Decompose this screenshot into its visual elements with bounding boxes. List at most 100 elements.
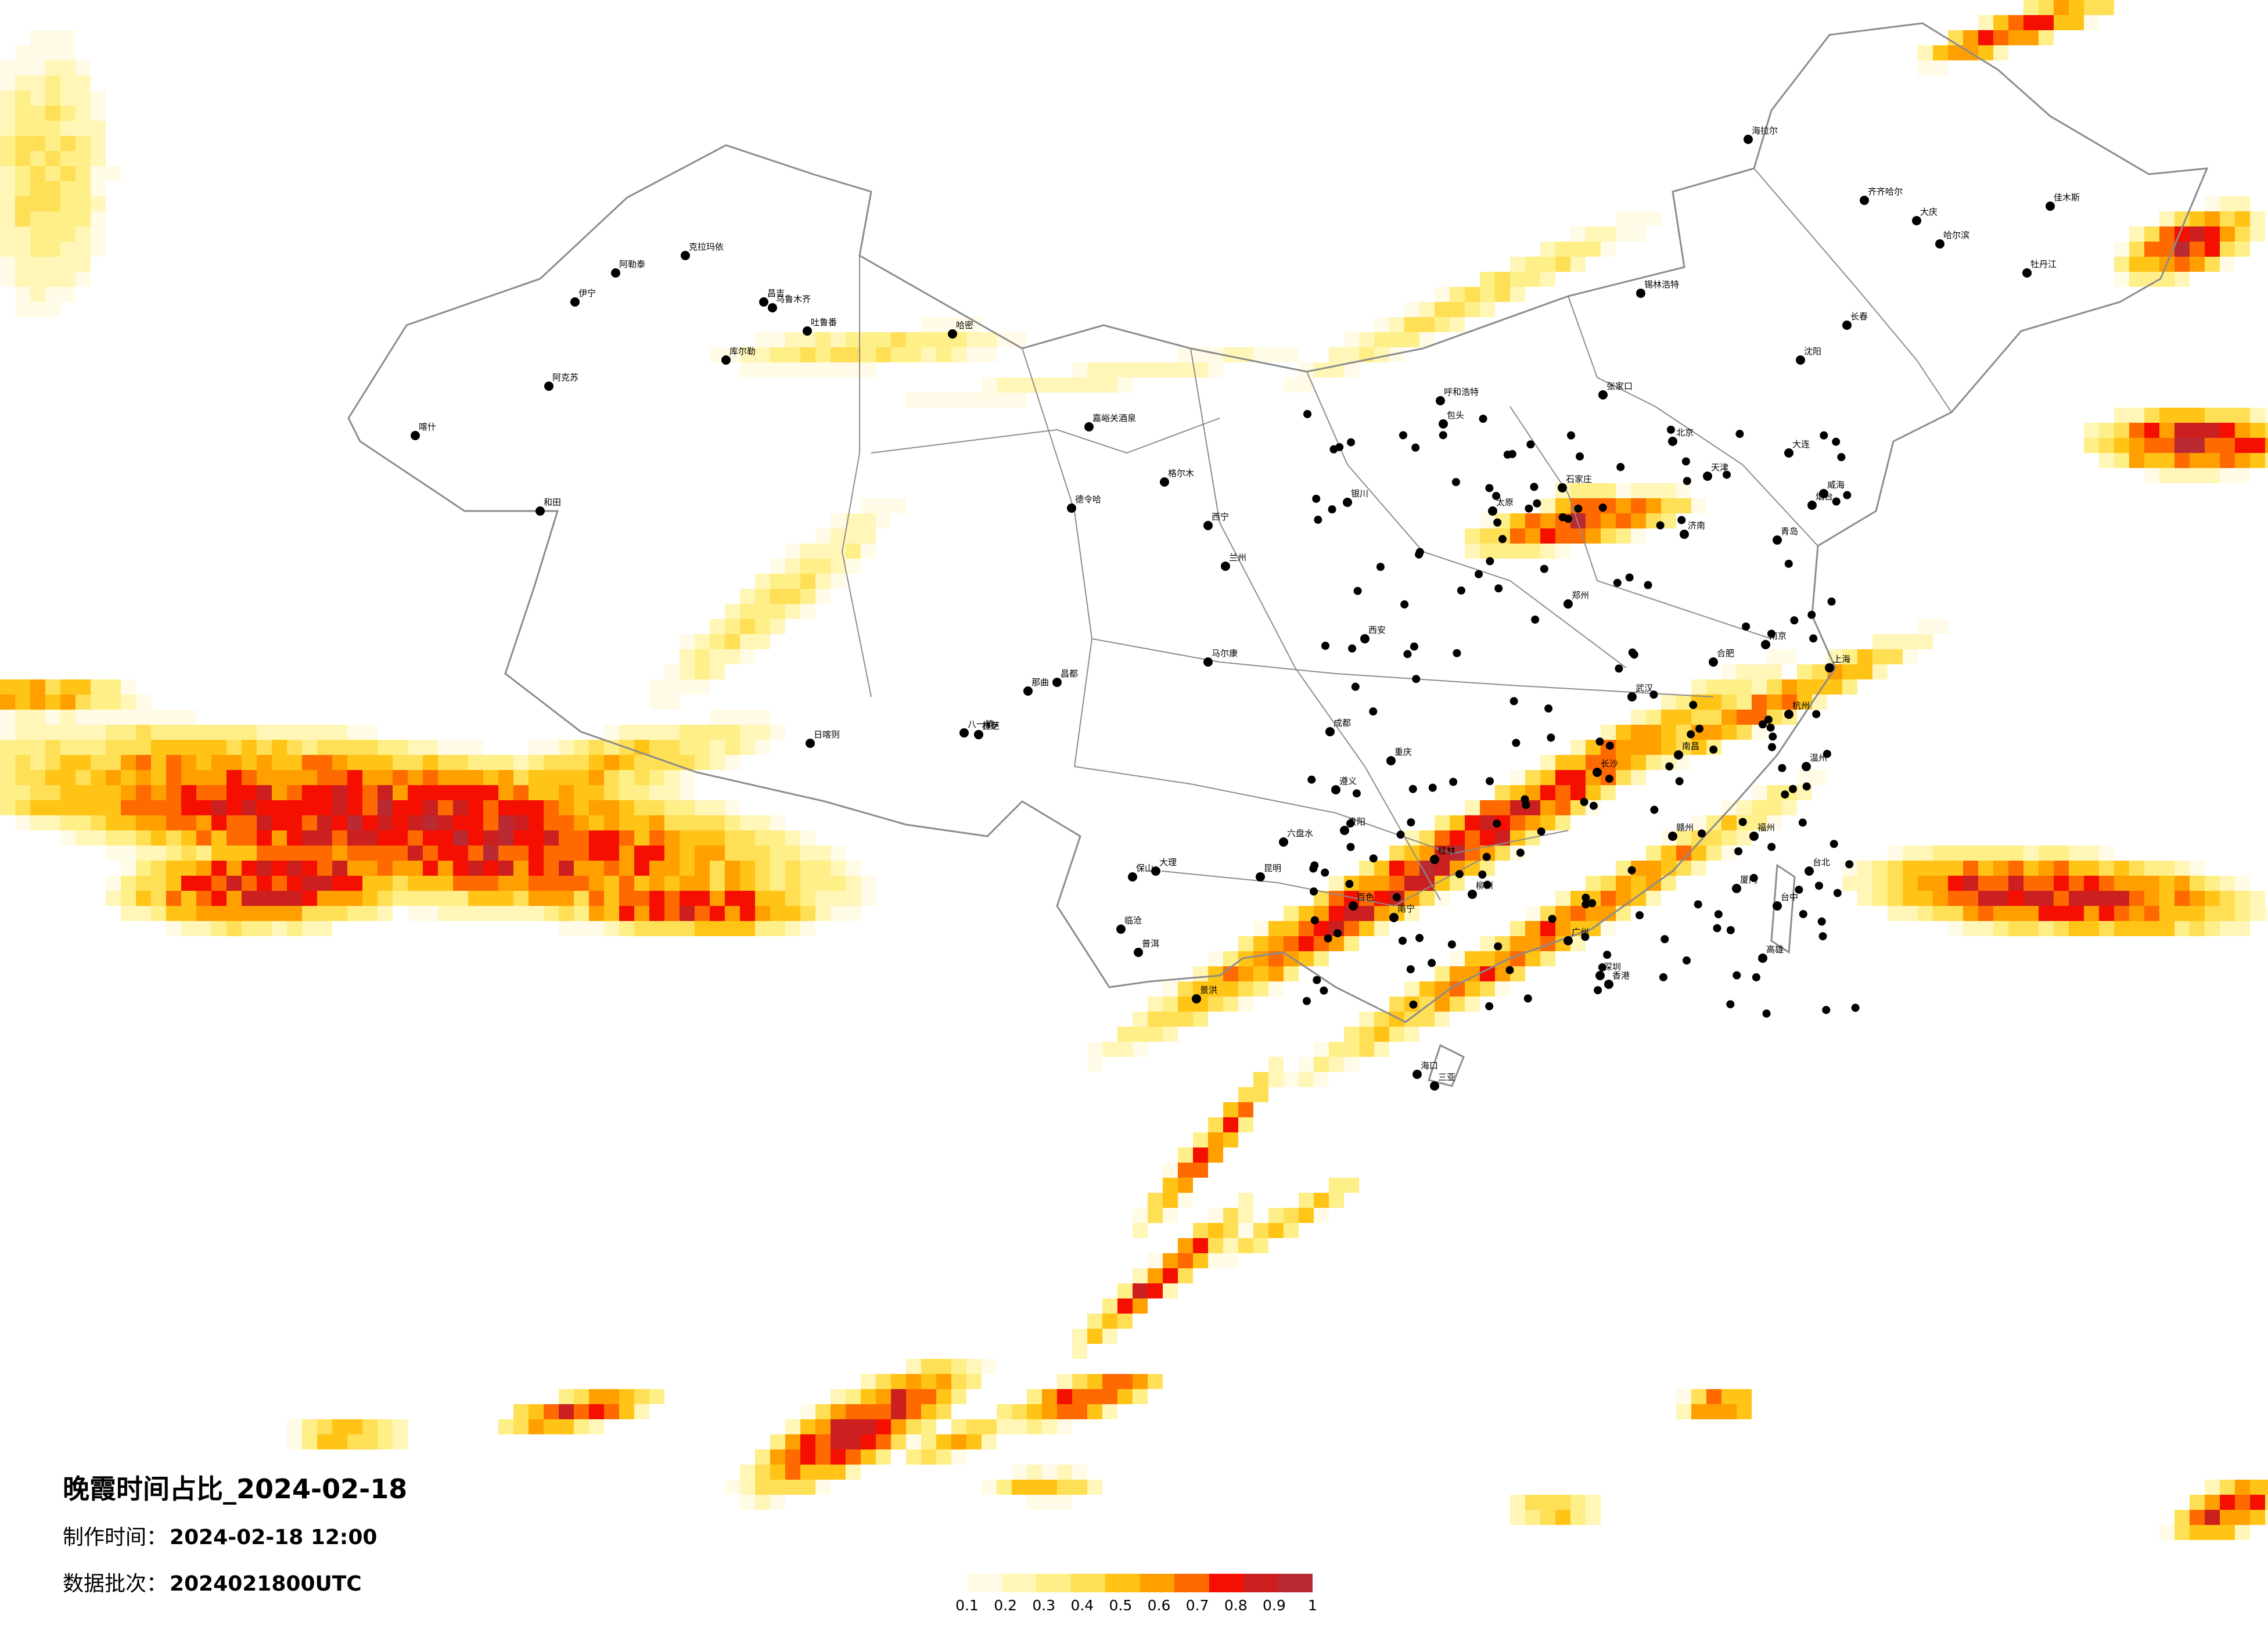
city-dot	[1310, 887, 1318, 896]
city-dot	[1347, 438, 1356, 447]
city-dot	[1805, 866, 1814, 876]
legend-swatch	[1070, 1574, 1105, 1592]
data-batch-label: 数据批次：	[63, 1572, 168, 1596]
city-marker: 昆明	[1256, 863, 1281, 882]
city-dot	[1683, 956, 1691, 965]
city-label: 和田	[544, 497, 561, 508]
city-dot	[1369, 854, 1378, 863]
city-dot	[1627, 866, 1636, 875]
legend-tick-label: 0.9	[1262, 1597, 1286, 1614]
made-time: 制作时间： 2024-02-18 12:00	[63, 1520, 377, 1551]
city-dot	[1439, 431, 1447, 440]
city-dot	[1409, 1000, 1418, 1009]
city-dot	[1314, 516, 1322, 524]
city-dot	[1353, 587, 1362, 595]
city-dot	[1345, 880, 1354, 888]
city-dot	[1698, 829, 1706, 838]
city-dot	[2022, 268, 2032, 278]
city-dot	[1752, 973, 1760, 981]
city-dot	[1310, 916, 1319, 924]
city-marker: 昌吉	[759, 288, 785, 307]
city-dot	[1784, 448, 1793, 458]
city-dot	[1067, 503, 1076, 513]
city-dot	[1649, 690, 1658, 699]
city-label: 阿勒泰	[619, 259, 645, 269]
city-label: 张家口	[1606, 381, 1633, 391]
city-marker: 大理	[1151, 857, 1177, 876]
made-time-value: 2024-02-18 12:00	[170, 1526, 378, 1549]
city-marker: 哈尔滨	[1935, 230, 1969, 249]
legend-swatch	[1174, 1574, 1209, 1592]
city-dot	[411, 431, 420, 440]
city-dot	[1733, 971, 1741, 980]
city-marker: 阿克苏	[544, 372, 578, 391]
city-label: 高雄	[1766, 944, 1784, 955]
city-dot	[1582, 900, 1590, 909]
province-borders	[347, 22, 2209, 1087]
city-dot	[1820, 431, 1828, 440]
city-dot	[759, 297, 768, 307]
city-dot	[1603, 951, 1612, 959]
city-dot	[1851, 1003, 1860, 1012]
city-label: 库尔勒	[729, 346, 756, 357]
city-dot	[1675, 777, 1684, 786]
city-dot	[1768, 743, 1777, 751]
city-dot	[959, 728, 969, 738]
city-dot	[1680, 530, 1689, 539]
city-dot	[1773, 535, 1782, 545]
city-dot	[1703, 472, 1712, 481]
city-label: 遵义	[1339, 776, 1357, 786]
city-label: 拉萨	[982, 721, 1000, 731]
city-label: 石家庄	[1566, 474, 1592, 484]
city-label: 锡林浩特	[1644, 279, 1679, 290]
city-label: 包头	[1447, 410, 1464, 420]
city-label: 大理	[1159, 857, 1177, 868]
city-dot	[1321, 868, 1329, 877]
map-title: 晚霞时间占比_2024-02-18	[63, 1473, 408, 1505]
city-dot	[1778, 764, 1787, 772]
city-dot	[535, 506, 545, 516]
city-dot	[1681, 457, 1690, 466]
city-label: 普洱	[1142, 938, 1159, 949]
city-dot	[721, 355, 731, 365]
city-dot	[1415, 934, 1424, 942]
city-dot	[1723, 470, 1731, 479]
city-marker: 南昌	[1674, 741, 1699, 760]
city-dot	[1660, 935, 1669, 944]
legend-tick-label: 0.7	[1185, 1597, 1209, 1614]
city-marker: 西宁	[1203, 512, 1229, 530]
city-label: 西宁	[1212, 512, 1229, 522]
city-dot	[1505, 966, 1514, 974]
city-dot	[1412, 1070, 1422, 1079]
city-dot	[1845, 860, 1854, 869]
city-dot	[1781, 790, 1789, 799]
city-dot	[1605, 774, 1613, 783]
city-dot	[1630, 650, 1638, 659]
city-dot	[948, 329, 957, 339]
city-dot	[1493, 518, 1502, 527]
city-dot	[1525, 504, 1533, 513]
city-dot	[806, 739, 815, 748]
city-marker: 哈密	[948, 320, 973, 339]
city-label: 乌鲁木齐	[776, 294, 811, 304]
city-dot	[1762, 1009, 1771, 1018]
city-dot	[1580, 798, 1588, 807]
city-dot	[1799, 910, 1807, 919]
city-dot	[570, 297, 580, 307]
city-marker: 保山	[1128, 863, 1153, 882]
city-label: 大庆	[1920, 207, 1938, 217]
city-dot	[1830, 840, 1838, 848]
city-dot	[1451, 478, 1460, 487]
city-dot	[1822, 1006, 1831, 1015]
city-dot	[1726, 1000, 1735, 1009]
city-label: 重庆	[1394, 747, 1412, 757]
city-label: 西安	[1368, 625, 1386, 635]
city-dot	[1335, 443, 1344, 451]
city-dot	[1832, 437, 1841, 446]
city-label: 南昌	[1682, 741, 1699, 751]
city-dot	[1343, 498, 1352, 507]
city-dot	[1303, 410, 1312, 419]
city-label: 武汉	[1636, 683, 1653, 693]
city-dot	[1732, 884, 1741, 893]
city-dot	[1455, 870, 1464, 879]
